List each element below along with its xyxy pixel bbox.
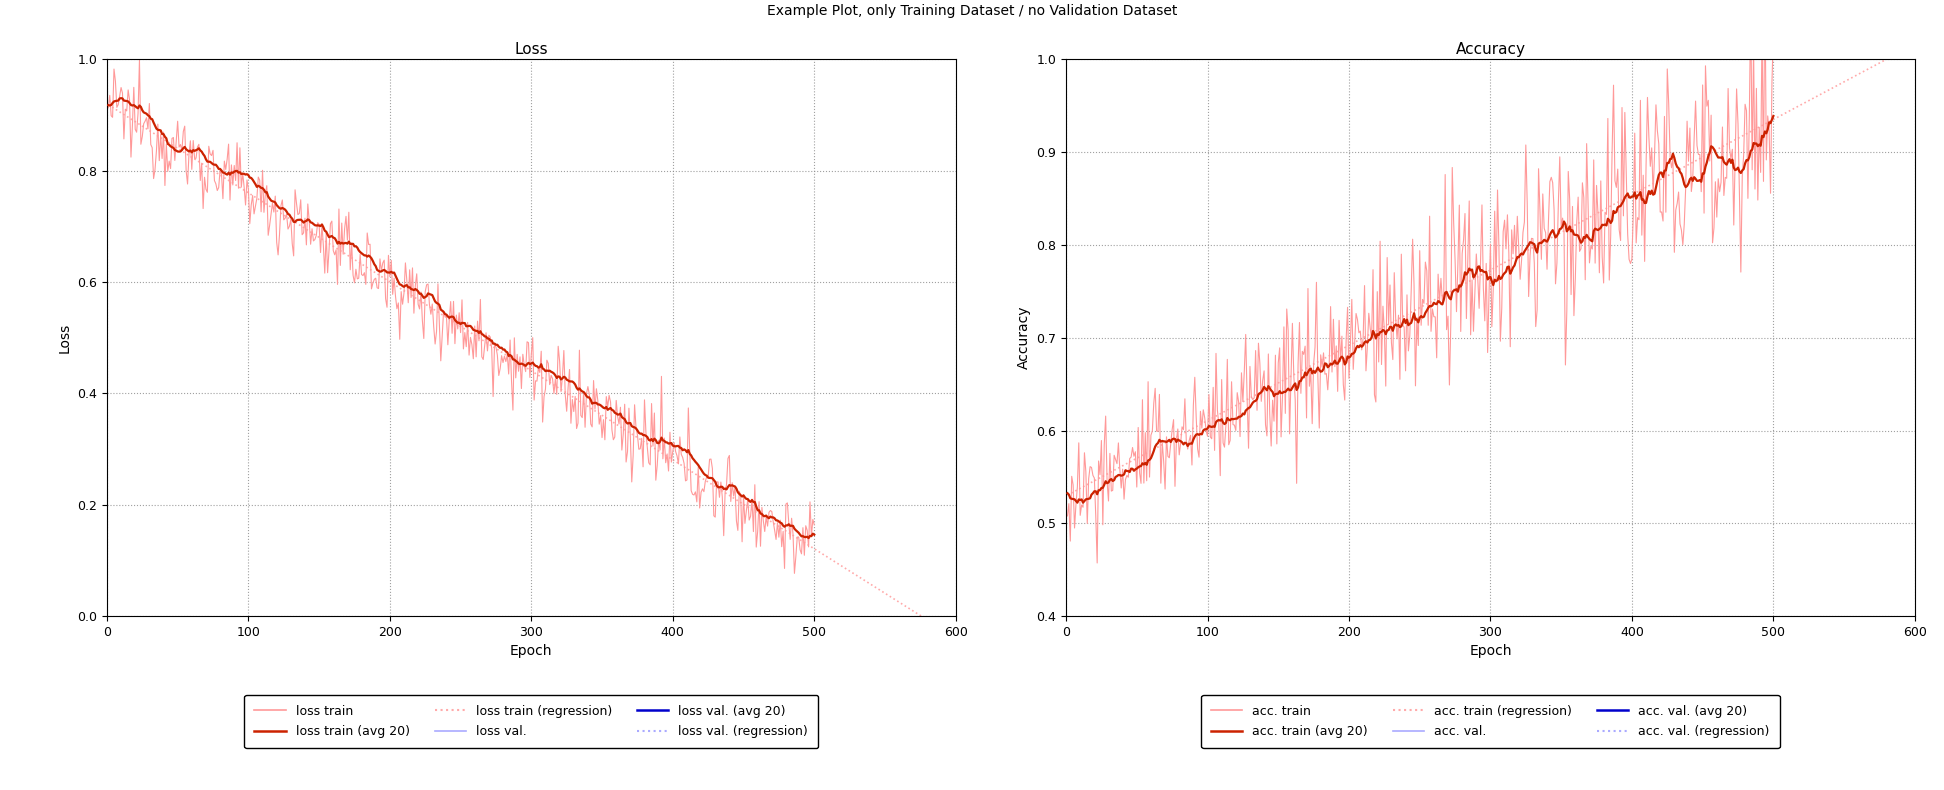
acc. train [1085, 559, 1108, 568]
acc. train [1439, 318, 1462, 327]
Legend: loss train, loss train (avg 20), loss train (regression), loss val., loss val. (: loss train, loss train (avg 20), loss tr… [245, 695, 818, 748]
Line: acc. train (avg 20): acc. train (avg 20) [1067, 116, 1773, 502]
acc. train [1761, 29, 1785, 39]
acc. train [1392, 322, 1415, 332]
loss train [480, 344, 503, 353]
loss train [789, 545, 813, 555]
acc. train [1746, 195, 1769, 205]
Legend: acc. train, acc. train (avg 20), acc. train (regression), acc. val., acc. val. (: acc. train, acc. train (avg 20), acc. tr… [1201, 695, 1781, 748]
Title: Loss: Loss [515, 42, 548, 57]
acc. train (avg 20) [1746, 141, 1769, 151]
loss train (avg 20) [109, 93, 132, 103]
loss train (avg 20) [803, 530, 826, 540]
Text: Example Plot, only Training Dataset / no Validation Dataset: Example Plot, only Training Dataset / no… [766, 4, 1178, 18]
acc. train (avg 20) [1056, 488, 1079, 498]
loss train (avg 20) [437, 313, 461, 322]
loss train [519, 373, 542, 382]
Title: Accuracy: Accuracy [1456, 42, 1526, 57]
acc. train [1635, 92, 1658, 102]
loss train [437, 315, 461, 325]
loss train (avg 20) [519, 359, 542, 369]
acc. train (avg 20) [1392, 314, 1415, 324]
Line: loss train (avg 20): loss train (avg 20) [109, 98, 815, 538]
Line: loss train: loss train [109, 60, 815, 574]
loss train (avg 20) [677, 446, 700, 455]
Line: acc. train: acc. train [1067, 0, 1773, 563]
loss train (avg 20) [787, 528, 811, 537]
acc. train [1056, 511, 1079, 521]
loss train (avg 20) [480, 336, 503, 345]
loss train [434, 311, 457, 321]
loss train [803, 520, 826, 529]
acc. train (avg 20) [1396, 321, 1419, 330]
acc. train (avg 20) [1477, 273, 1501, 282]
acc. train (avg 20) [1065, 498, 1089, 507]
Y-axis label: Loss: Loss [58, 322, 72, 353]
X-axis label: Epoch: Epoch [1470, 645, 1512, 659]
loss train (avg 20) [97, 100, 121, 110]
acc. train (avg 20) [1439, 295, 1462, 304]
loss train [128, 55, 152, 65]
Y-axis label: Accuracy: Accuracy [1017, 306, 1030, 370]
acc. train [1396, 346, 1419, 356]
loss train (avg 20) [434, 310, 457, 319]
loss train [677, 403, 700, 412]
acc. train (avg 20) [1635, 191, 1658, 201]
loss train [97, 103, 121, 112]
loss train (avg 20) [797, 533, 820, 543]
acc. train (avg 20) [1761, 111, 1785, 121]
acc. train [1477, 288, 1501, 298]
loss train [783, 569, 807, 578]
X-axis label: Epoch: Epoch [509, 645, 552, 659]
